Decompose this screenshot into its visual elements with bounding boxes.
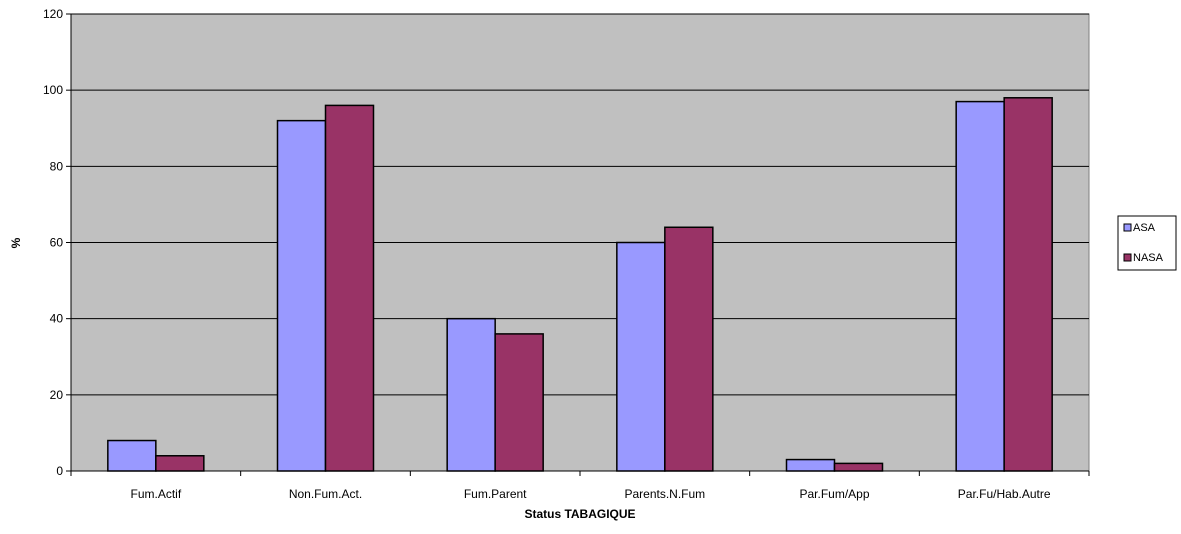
bar-nasa-3 bbox=[664, 226, 714, 472]
y-axis-ticks: 0 20 40 60 80 100 120 bbox=[43, 7, 71, 478]
bar-asa-2 bbox=[446, 317, 496, 472]
x-axis-title: Status TABAGIQUE bbox=[524, 507, 635, 521]
y-tick-label: 60 bbox=[50, 236, 64, 250]
x-tick-label: Fum.Parent bbox=[464, 487, 527, 501]
bar-asa-5 bbox=[955, 100, 1005, 472]
bar-nasa-1 bbox=[324, 104, 375, 472]
y-tick-label: 40 bbox=[50, 312, 64, 326]
x-tick-label: Par.Fum/App bbox=[799, 487, 869, 501]
bar-nasa-0 bbox=[155, 455, 205, 472]
y-tick-label: 100 bbox=[43, 83, 63, 97]
bar-nasa-5 bbox=[1003, 97, 1053, 472]
bar-asa-0 bbox=[107, 439, 157, 472]
legend-label-asa: ASA bbox=[1133, 222, 1156, 234]
bar-nasa-4 bbox=[833, 462, 884, 472]
x-tick-label: Non.Fum.Act. bbox=[289, 487, 362, 501]
y-tick-label: 80 bbox=[50, 159, 64, 173]
x-axis-ticks: Fum.Actif Non.Fum.Act. Fum.Parent Parents.N… bbox=[70, 471, 1090, 501]
bar-asa-1 bbox=[276, 119, 327, 472]
y-tick-label: 0 bbox=[56, 464, 63, 478]
gridlines bbox=[71, 13, 1089, 396]
legend-label-nasa: NASA bbox=[1133, 252, 1164, 264]
y-axis-title: % bbox=[9, 237, 23, 248]
bar-asa-3 bbox=[616, 241, 666, 472]
bar-nasa-2 bbox=[494, 333, 544, 472]
legend-swatch-nasa bbox=[1123, 253, 1132, 262]
bar-asa-4 bbox=[785, 458, 836, 472]
x-tick-label: Parents.N.Fum bbox=[624, 487, 705, 501]
y-tick-label: 120 bbox=[43, 7, 63, 21]
legend: ASA NASA bbox=[1117, 215, 1177, 271]
x-tick-label: Par.Fu/Hab.Autre bbox=[958, 487, 1051, 501]
legend-swatch-asa bbox=[1123, 223, 1132, 232]
x-tick-label: Fum.Actif bbox=[130, 487, 181, 501]
bars-layer bbox=[107, 97, 1053, 472]
y-tick-label: 20 bbox=[50, 388, 64, 402]
